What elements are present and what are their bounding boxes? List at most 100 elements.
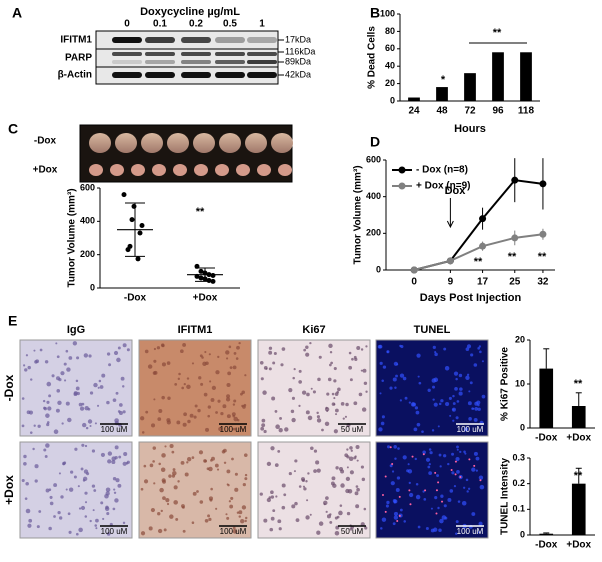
cell [403,520,406,523]
y-tick-label: 200 [366,228,381,238]
scale-label: 100 uM [101,425,128,434]
y-axis-label: Tumor Volume (mm³) [67,188,78,287]
cell [211,385,217,390]
cell [122,521,126,525]
cell [434,352,438,357]
cell [263,366,268,370]
cell [439,465,442,468]
cell [363,507,367,511]
cell [275,495,278,498]
cell [478,531,481,534]
cell [166,420,171,425]
cell [331,476,336,481]
cell [165,498,170,503]
cell [238,341,241,345]
cell [200,382,204,386]
tumor [89,133,111,153]
cell [416,422,421,427]
cell [355,485,359,488]
cell [160,467,166,473]
cell [238,515,241,518]
cell [232,414,236,418]
annotation: ** [196,206,205,218]
cell [393,361,398,366]
point [511,176,519,184]
cell [206,467,210,471]
cell [87,419,93,424]
cell [348,365,353,370]
cell [115,391,119,395]
point [210,273,216,278]
cell [23,454,27,459]
cell [385,504,389,508]
cell [23,364,26,367]
tumor [219,133,241,153]
annotation: ** [508,251,517,263]
cell [204,518,209,523]
cell [147,364,153,369]
apoptotic [473,464,476,467]
cell [231,457,234,461]
cell [325,510,328,513]
cell [335,466,339,470]
cell [346,466,349,469]
cell [158,408,163,413]
cell [119,403,123,407]
cell [234,487,239,492]
panel-label: B [370,5,380,21]
cell [159,487,164,493]
cell [354,357,358,362]
cell [177,377,180,380]
cell [312,390,316,394]
cell [453,371,459,376]
cell [380,421,385,426]
cell [68,530,72,534]
cell [331,392,335,396]
band [112,37,142,43]
cell [226,516,230,520]
cell [431,429,435,432]
apoptotic [384,510,387,513]
cell [378,344,383,349]
cell [437,425,440,428]
cell [193,415,197,419]
cell [316,415,320,419]
cell [141,431,145,434]
cell [186,461,189,464]
cell [363,381,368,386]
cell [437,506,440,510]
cell [79,406,85,411]
cell [101,373,106,378]
apoptotic [435,489,438,492]
cell [183,412,187,417]
cell [458,373,463,378]
cell [68,487,74,492]
cell [28,518,33,523]
cell [293,470,296,473]
cell [89,424,92,428]
cell [244,473,248,477]
cell [143,479,149,484]
cell [61,422,64,425]
cell [207,405,212,409]
point [198,268,204,274]
cell [144,349,149,354]
cell [120,376,125,381]
y-axis-label: TUNEL Intensity [500,458,511,535]
panel-label: D [370,134,380,150]
cell [126,348,130,352]
cell [360,348,364,351]
cell [201,356,204,359]
cell [217,355,220,359]
scale-label: 100 uM [457,425,484,434]
y-tick-label: 0 [520,422,525,432]
band [112,72,142,78]
band [145,37,175,43]
y-axis-label: % Ki67 Positive [500,347,511,421]
panel-label: E [8,313,17,329]
cell [472,407,475,410]
band [215,52,245,56]
cell [473,451,478,456]
cell [474,407,479,411]
